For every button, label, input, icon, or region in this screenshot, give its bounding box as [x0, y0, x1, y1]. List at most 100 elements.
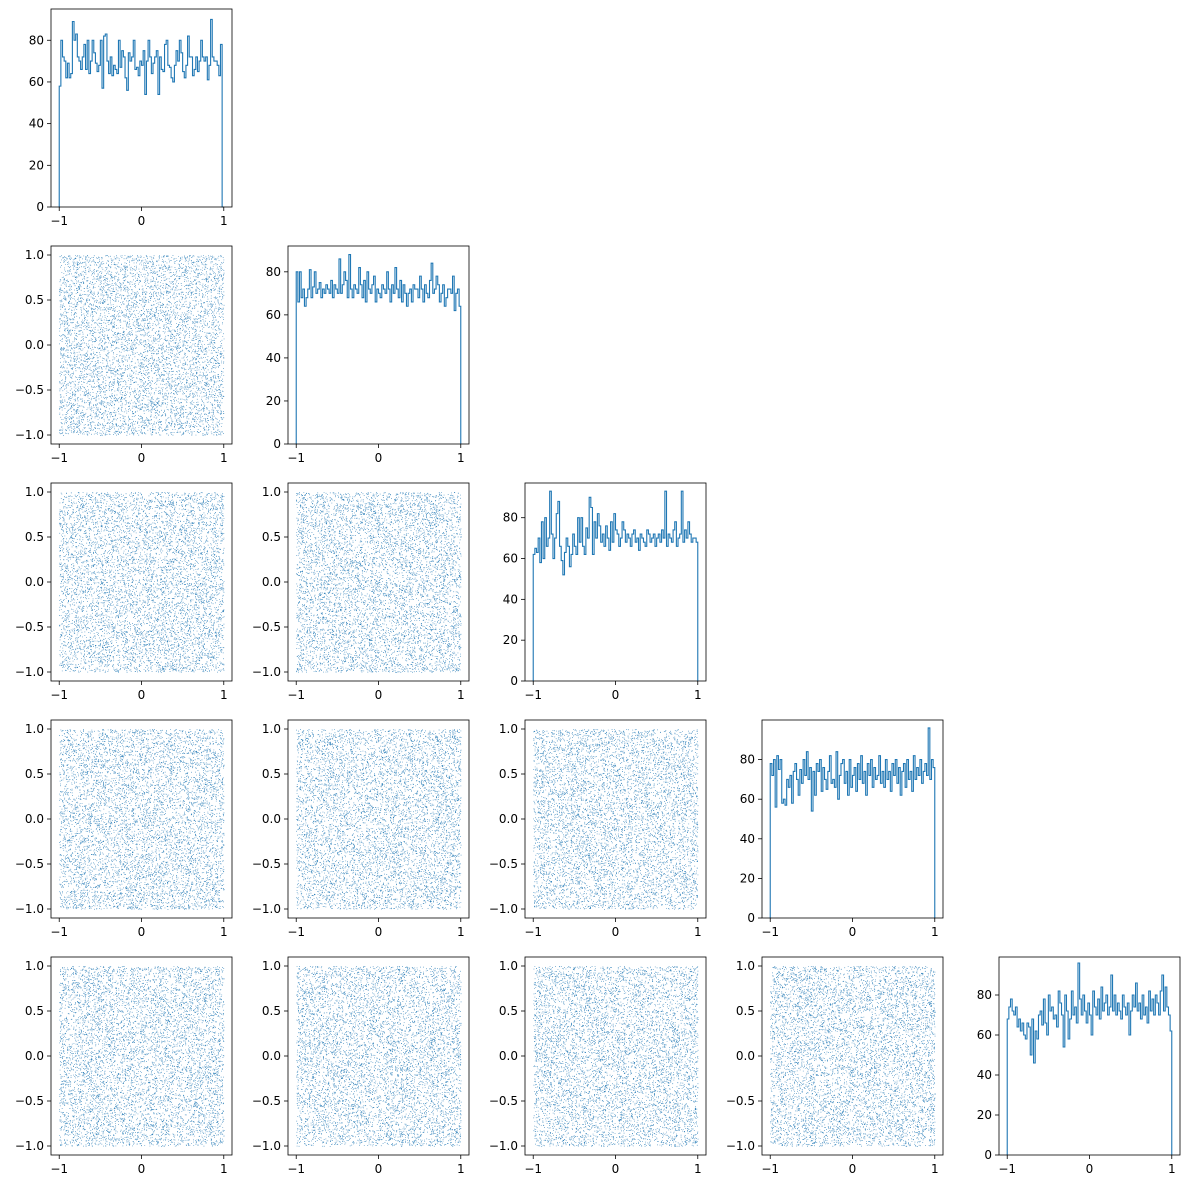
y-tick-label: 40	[266, 351, 281, 365]
y-tick-label: −1.0	[15, 428, 44, 442]
axes-frame	[287, 245, 470, 445]
y-tick-label: 0.0	[262, 575, 281, 589]
x-tick-label: 0	[375, 925, 383, 939]
x-tick-label: 0	[612, 925, 620, 939]
y-tick-label: 1.0	[25, 959, 44, 973]
y-tick-label: 80	[266, 265, 281, 279]
y-tick-label: −0.5	[252, 1094, 281, 1108]
x-tick-label: 1	[220, 451, 228, 465]
y-tick-label: 20	[266, 394, 281, 408]
scatter-points	[296, 729, 462, 910]
y-tick-label: −0.5	[726, 1094, 755, 1108]
histogram-step-line	[295, 254, 462, 444]
x-tick-label: −1	[50, 451, 68, 465]
y-tick-label: 0.5	[25, 293, 44, 307]
scatter-panel-2-0: −1 0 1 −1.0 −0.5 0.0 0.5 1.0	[15, 482, 233, 702]
x-tick-label: −1	[524, 925, 542, 939]
x-tick-label: 1	[457, 688, 465, 702]
axes-frame	[50, 8, 233, 208]
x-tick-label: −1	[998, 1162, 1016, 1176]
y-tick-label: 0	[747, 911, 755, 925]
y-tick-label: 0.5	[262, 1004, 281, 1018]
y-tick-label: 0.5	[262, 767, 281, 781]
x-tick-label: 0	[138, 451, 146, 465]
scatter-points	[59, 492, 225, 673]
y-tick-label: 0.0	[736, 1049, 755, 1063]
scatter-panel-4-2: −1 0 1 −1.0 −0.5 0.0 0.5 1.0	[489, 956, 707, 1176]
y-tick-label: −0.5	[252, 620, 281, 634]
x-tick-label: −1	[50, 925, 68, 939]
histogram-step-line	[769, 727, 936, 918]
x-tick-label: 0	[138, 925, 146, 939]
y-tick-label: 0.5	[736, 1004, 755, 1018]
y-tick-label: 0	[36, 200, 44, 214]
scatter-panel-2-1: −1 0 1 −1.0 −0.5 0.0 0.5 1.0	[252, 482, 470, 702]
y-tick-label: 40	[977, 1068, 992, 1082]
y-tick-label: 0.0	[499, 812, 518, 826]
x-tick-label: 1	[931, 925, 939, 939]
y-tick-label: −0.5	[489, 1094, 518, 1108]
x-tick-label: −1	[761, 925, 779, 939]
y-tick-label: 1.0	[262, 959, 281, 973]
y-tick-label: 0.0	[262, 812, 281, 826]
y-tick-label: 1.0	[25, 485, 44, 499]
y-tick-label: 40	[740, 832, 755, 846]
scatter-points	[59, 729, 225, 910]
x-tick-label: 1	[220, 1162, 228, 1176]
x-tick-label: 0	[612, 688, 620, 702]
scatter-points	[533, 966, 699, 1147]
x-tick-label: 0	[849, 925, 857, 939]
y-tick-label: −1.0	[252, 902, 281, 916]
x-tick-label: 0	[375, 688, 383, 702]
scatter-panel-3-2: −1 0 1 −1.0 −0.5 0.0 0.5 1.0	[489, 719, 707, 939]
y-tick-label: 0	[273, 437, 281, 451]
y-tick-label: 1.0	[499, 959, 518, 973]
y-tick-label: −1.0	[726, 1139, 755, 1153]
y-tick-label: −0.5	[489, 857, 518, 871]
x-tick-label: 0	[375, 451, 383, 465]
x-tick-label: 1	[457, 451, 465, 465]
y-tick-label: 0	[510, 674, 518, 688]
y-tick-label: −1.0	[15, 1139, 44, 1153]
x-tick-label: −1	[524, 688, 542, 702]
x-tick-label: 1	[694, 688, 702, 702]
x-tick-label: −1	[50, 214, 68, 228]
y-tick-label: 60	[503, 552, 518, 566]
x-tick-label: 1	[457, 925, 465, 939]
axes-frame	[998, 956, 1181, 1156]
x-tick-label: 0	[138, 688, 146, 702]
x-tick-label: 1	[1168, 1162, 1176, 1176]
histogram-step-line	[58, 18, 224, 208]
x-tick-label: 1	[457, 1162, 465, 1176]
x-tick-label: −1	[50, 688, 68, 702]
x-tick-label: 1	[220, 925, 228, 939]
x-tick-label: 1	[220, 688, 228, 702]
scatter-panel-4-3: −1 0 1 −1.0 −0.5 0.0 0.5 1.0	[726, 956, 944, 1176]
y-tick-label: −1.0	[252, 665, 281, 679]
y-tick-label: 0.0	[499, 1049, 518, 1063]
x-tick-label: 0	[849, 1162, 857, 1176]
y-tick-label: −0.5	[252, 857, 281, 871]
x-tick-label: 1	[220, 214, 228, 228]
scatter-panel-1-0: −1 0 1 −1.0 −0.5 0.0 0.5 1.0	[15, 245, 233, 465]
x-tick-label: −1	[524, 1162, 542, 1176]
y-tick-label: 60	[29, 75, 44, 89]
y-tick-label: 0.5	[262, 530, 281, 544]
x-tick-label: −1	[287, 688, 305, 702]
y-tick-label: 0.5	[499, 767, 518, 781]
y-tick-label: 60	[740, 792, 755, 806]
y-tick-label: 0.5	[25, 1004, 44, 1018]
histogram-step-line	[1006, 962, 1173, 1155]
y-tick-label: 1.0	[25, 248, 44, 262]
y-tick-label: 40	[29, 117, 44, 131]
x-tick-label: −1	[287, 925, 305, 939]
histogram-step-line	[532, 490, 699, 681]
y-tick-label: 80	[740, 753, 755, 767]
scatter-points	[296, 492, 462, 673]
y-tick-label: 0.0	[25, 1049, 44, 1063]
x-tick-label: 0	[138, 1162, 146, 1176]
x-tick-label: 1	[931, 1162, 939, 1176]
y-tick-label: −1.0	[252, 1139, 281, 1153]
y-tick-label: 1.0	[25, 722, 44, 736]
